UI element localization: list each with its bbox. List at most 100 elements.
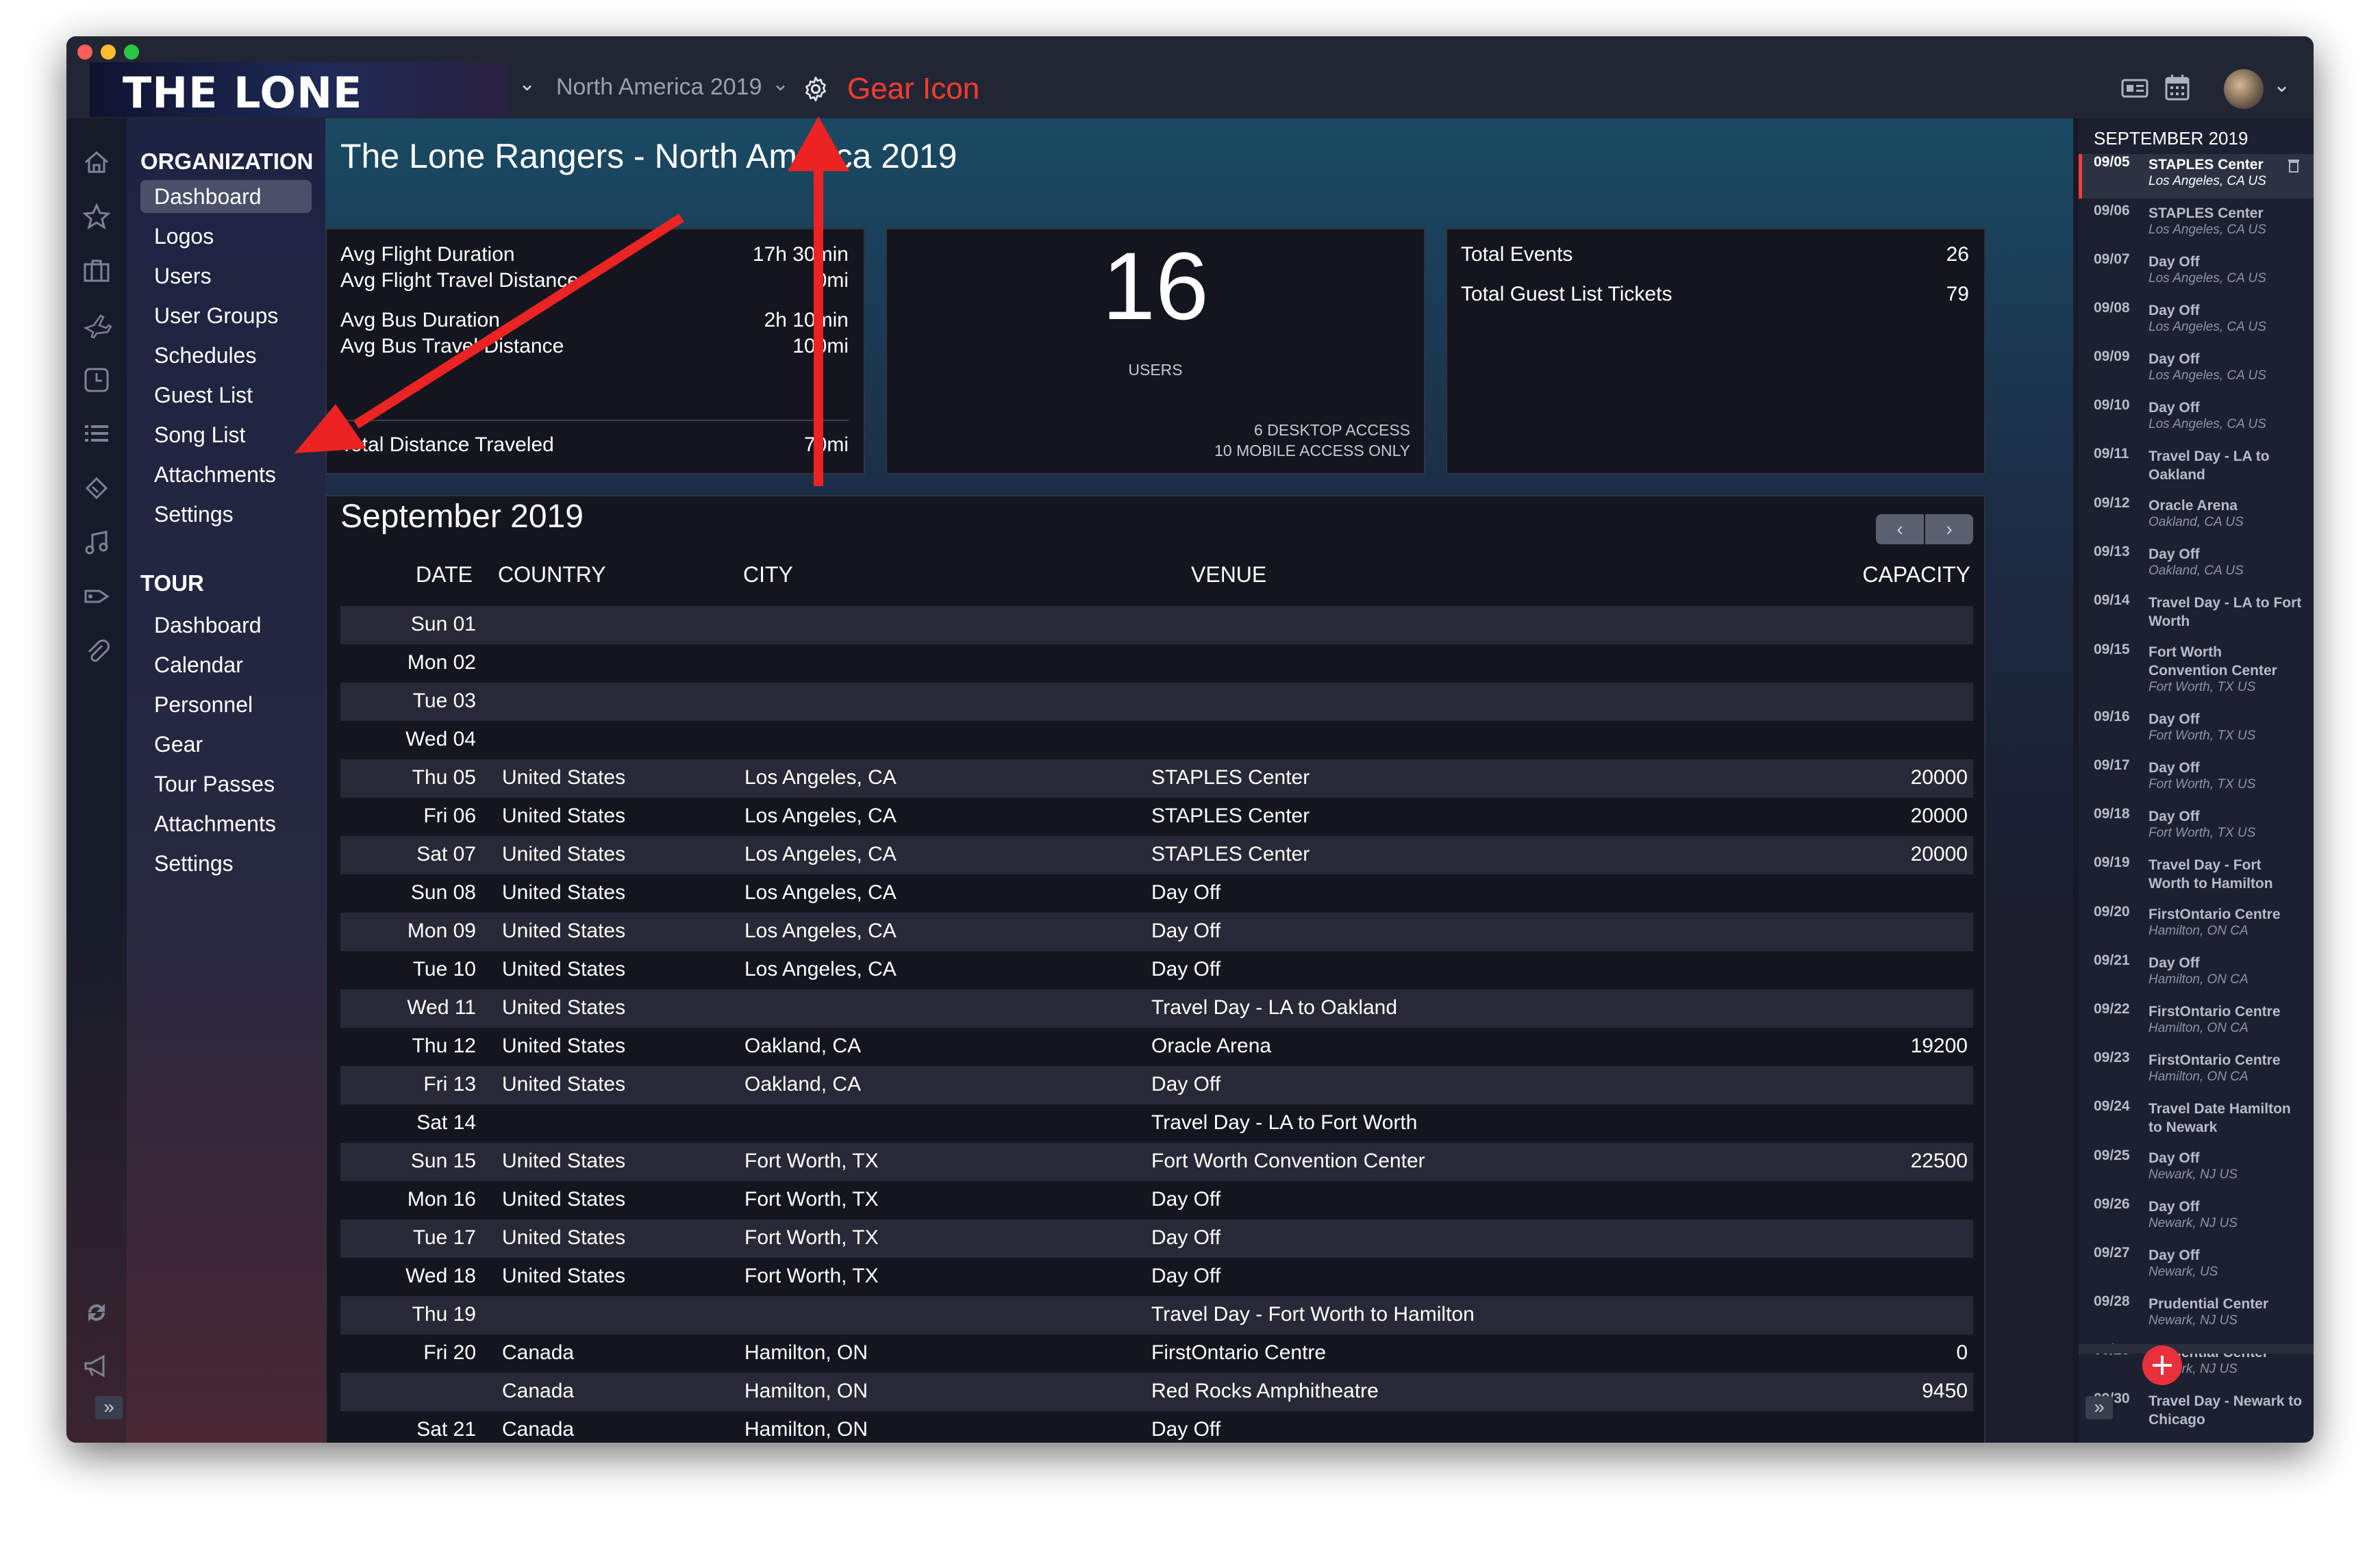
chevron-down-icon[interactable]: ⌄: [2273, 74, 2291, 97]
table-row[interactable]: Sat 21 Canada Hamilton, ON Day Off: [340, 1411, 1973, 1443]
nav-org-logos[interactable]: Logos: [154, 224, 214, 249]
cell-city: Los Angeles, CA: [744, 881, 897, 904]
nav-org-song-list[interactable]: Song List: [154, 422, 246, 447]
sidebar-event-item[interactable]: 09/12 Oracle Arena Oakland, CA US: [2079, 495, 2314, 540]
sidebar-event-item[interactable]: 09/27 Day Off Newark, US: [2079, 1245, 2314, 1289]
tour-selector[interactable]: North America 2019: [556, 74, 762, 100]
nav-org-users[interactable]: Users: [154, 264, 212, 288]
sidebar-event-item[interactable]: 09/16 Day Off Fort Worth, TX US: [2079, 709, 2314, 753]
nav-tour-passes[interactable]: Tour Passes: [154, 772, 275, 796]
nav-tour-settings[interactable]: Settings: [154, 851, 234, 876]
table-row[interactable]: Sun 08 United States Los Angeles, CA Day Of…: [340, 874, 1973, 913]
megaphone-icon[interactable]: [82, 1351, 112, 1381]
table-row[interactable]: Tue 03: [340, 683, 1973, 721]
sidebar-event-item[interactable]: 09/25 Day Off Newark, NJ US: [2079, 1148, 2314, 1192]
double-chevron-right-icon[interactable]: »: [95, 1396, 123, 1419]
sidebar-event-item[interactable]: 09/23 FirstOntario Centre Hamilton, ON CA: [2079, 1050, 2314, 1094]
table-row[interactable]: Fri 06 United States Los Angeles, CA STAPLE…: [340, 798, 1973, 836]
sidebar-event-item[interactable]: 09/05 STAPLES Center Los Angeles, CA US: [2079, 154, 2314, 199]
table-row[interactable]: Sun 01: [340, 606, 1973, 644]
sidebar-event-item[interactable]: 09/14 Travel Day - LA to Fort Worth: [2079, 592, 2314, 637]
chevron-down-icon[interactable]: ⌄: [518, 73, 536, 95]
list-icon[interactable]: [82, 420, 112, 450]
sidebar-event-item[interactable]: 09/08 Day Off Los Angeles, CA US: [2079, 300, 2314, 344]
table-row[interactable]: Fri 20 Canada Hamilton, ON FirstOntario Cen…: [340, 1334, 1973, 1373]
chevron-down-icon[interactable]: ⌄: [772, 73, 790, 95]
table-row[interactable]: Wed 04: [340, 721, 1973, 759]
gear-icon[interactable]: [801, 75, 830, 103]
calendar-next-button[interactable]: ›: [1925, 514, 1973, 544]
nav-org-settings[interactable]: Settings: [154, 502, 234, 527]
table-row[interactable]: Sat 07 United States Los Angeles, CA STAPLE…: [340, 836, 1973, 874]
table-row[interactable]: Sat 14 Travel Day - LA to Fort Worth: [340, 1104, 1973, 1143]
column-header-capacity[interactable]: CAPACITY: [1862, 562, 1970, 587]
table-row[interactable]: Tue 17 United States Fort Worth, TX Day Off: [340, 1219, 1973, 1258]
nav-org-schedules[interactable]: Schedules: [154, 343, 257, 368]
table-row[interactable]: Sun 15 United States Fort Worth, TX Fort Wo…: [340, 1143, 1973, 1181]
avatar[interactable]: [2224, 69, 2264, 109]
table-row[interactable]: Fri 13 United States Oakland, CA Day Off: [340, 1066, 1973, 1104]
star-icon[interactable]: [82, 202, 112, 232]
sidebar-event-item[interactable]: 09/20 FirstOntario Centre Hamilton, ON CA: [2079, 904, 2314, 948]
plus-icon[interactable]: [2142, 1345, 2182, 1385]
nav-org-guest-list[interactable]: Guest List: [154, 383, 253, 407]
sync-icon[interactable]: [82, 1298, 112, 1328]
table-row[interactable]: Thu 19 Travel Day - Fort Worth to Hamilto…: [340, 1296, 1973, 1334]
table-row[interactable]: Tue 10 United States Los Angeles, CA Day Of…: [340, 951, 1973, 989]
nav-tour-attachments[interactable]: Attachments: [154, 811, 276, 836]
column-header-venue[interactable]: VENUE: [1191, 562, 1267, 587]
table-row[interactable]: Thu 05 United States Los Angeles, CA STAPLE…: [340, 759, 1973, 798]
clock-icon[interactable]: [82, 365, 112, 395]
minimize-window-button[interactable]: [101, 45, 116, 60]
close-window-button[interactable]: [77, 45, 92, 60]
sidebar-event-item[interactable]: 09/21 Day Off Hamilton, ON CA: [2079, 952, 2314, 997]
nav-org-dashboard[interactable]: Dashboard: [140, 180, 312, 213]
double-chevron-right-icon[interactable]: »: [2085, 1396, 2113, 1419]
table-row[interactable]: Wed 11 United States Travel Day - LA to Oa…: [340, 989, 1973, 1028]
zoom-window-button[interactable]: [124, 45, 139, 60]
sidebar-event-item[interactable]: 09/26 Day Off Newark, NJ US: [2079, 1196, 2314, 1241]
sidebar-event-item[interactable]: 09/22 FirstOntario Centre Hamilton, ON CA: [2079, 1001, 2314, 1046]
ticket-icon[interactable]: [82, 473, 112, 503]
home-icon[interactable]: [82, 147, 112, 177]
total-distance-value: 70mi: [803, 433, 849, 456]
table-row[interactable]: Mon 09 United States Los Angeles, CA Day Of…: [340, 913, 1973, 951]
table-row[interactable]: Mon 02: [340, 644, 1973, 683]
sidebar-event-item[interactable]: 09/19 Travel Day - Fort Worth to Hamilton: [2079, 855, 2314, 900]
users-card[interactable]: 16 USERS 6 DESKTOP ACCESS 10 MOBILE ACCE…: [886, 228, 1425, 474]
paperclip-icon[interactable]: [82, 636, 112, 666]
column-header-date[interactable]: DATE: [416, 562, 473, 587]
plane-icon[interactable]: [82, 310, 112, 340]
nav-tour-dashboard[interactable]: Dashboard: [154, 613, 262, 637]
sidebar-event-item[interactable]: 09/24 Travel Date Hamilton to Newark: [2079, 1098, 2314, 1143]
column-header-country[interactable]: COUNTRY: [498, 562, 606, 587]
nav-tour-personnel[interactable]: Personnel: [154, 692, 253, 717]
id-card-icon[interactable]: [2121, 77, 2149, 99]
table-row[interactable]: Thu 12 United States Oakland, CA Oracle Are…: [340, 1028, 1973, 1066]
sidebar-event-item[interactable]: 09/06 STAPLES Center Los Angeles, CA US: [2079, 203, 2314, 247]
sidebar-event-item[interactable]: 09/17 Day Off Fort Worth, TX US: [2079, 757, 2314, 802]
trash-icon[interactable]: [2288, 158, 2300, 173]
music-note-icon[interactable]: [82, 528, 112, 558]
sidebar-event-item[interactable]: 09/07 Day Off Los Angeles, CA US: [2079, 251, 2314, 296]
tag-icon[interactable]: [82, 581, 112, 611]
sidebar-event-item[interactable]: 09/15 Fort Worth Convention Center Fort Wo…: [2079, 642, 2314, 705]
sidebar-event-item[interactable]: 09/18 Day Off Fort Worth, TX US: [2079, 806, 2314, 850]
briefcase-icon[interactable]: [82, 255, 112, 286]
table-row[interactable]: Mon 16 United States Fort Worth, TX Day Off: [340, 1181, 1973, 1219]
nav-org-attachments[interactable]: Attachments: [154, 462, 276, 487]
sidebar-event-item[interactable]: 09/10 Day Off Los Angeles, CA US: [2079, 397, 2314, 442]
event-location: Newark, NJ US: [2149, 1167, 2238, 1182]
table-row[interactable]: Canada Hamilton, ON Red Rocks Amphitheatre…: [340, 1373, 1973, 1411]
sidebar-event-item[interactable]: 09/13 Day Off Oakland, CA US: [2079, 544, 2314, 588]
sidebar-event-item[interactable]: 09/11 Travel Day - LA to Oakland: [2079, 446, 2314, 491]
nav-org-user-groups[interactable]: User Groups: [154, 303, 279, 328]
column-header-city[interactable]: CITY: [743, 562, 793, 587]
calendar-icon[interactable]: [2164, 74, 2190, 101]
table-row[interactable]: Wed 18 United States Fort Worth, TX Day Off: [340, 1258, 1973, 1296]
sidebar-event-item[interactable]: 09/09 Day Off Los Angeles, CA US: [2079, 349, 2314, 393]
sidebar-event-item[interactable]: 09/28 Prudential Center Newark, NJ US: [2079, 1293, 2314, 1338]
calendar-prev-button[interactable]: ‹: [1876, 514, 1924, 544]
nav-tour-calendar[interactable]: Calendar: [154, 653, 243, 677]
nav-tour-gear[interactable]: Gear: [154, 732, 203, 757]
